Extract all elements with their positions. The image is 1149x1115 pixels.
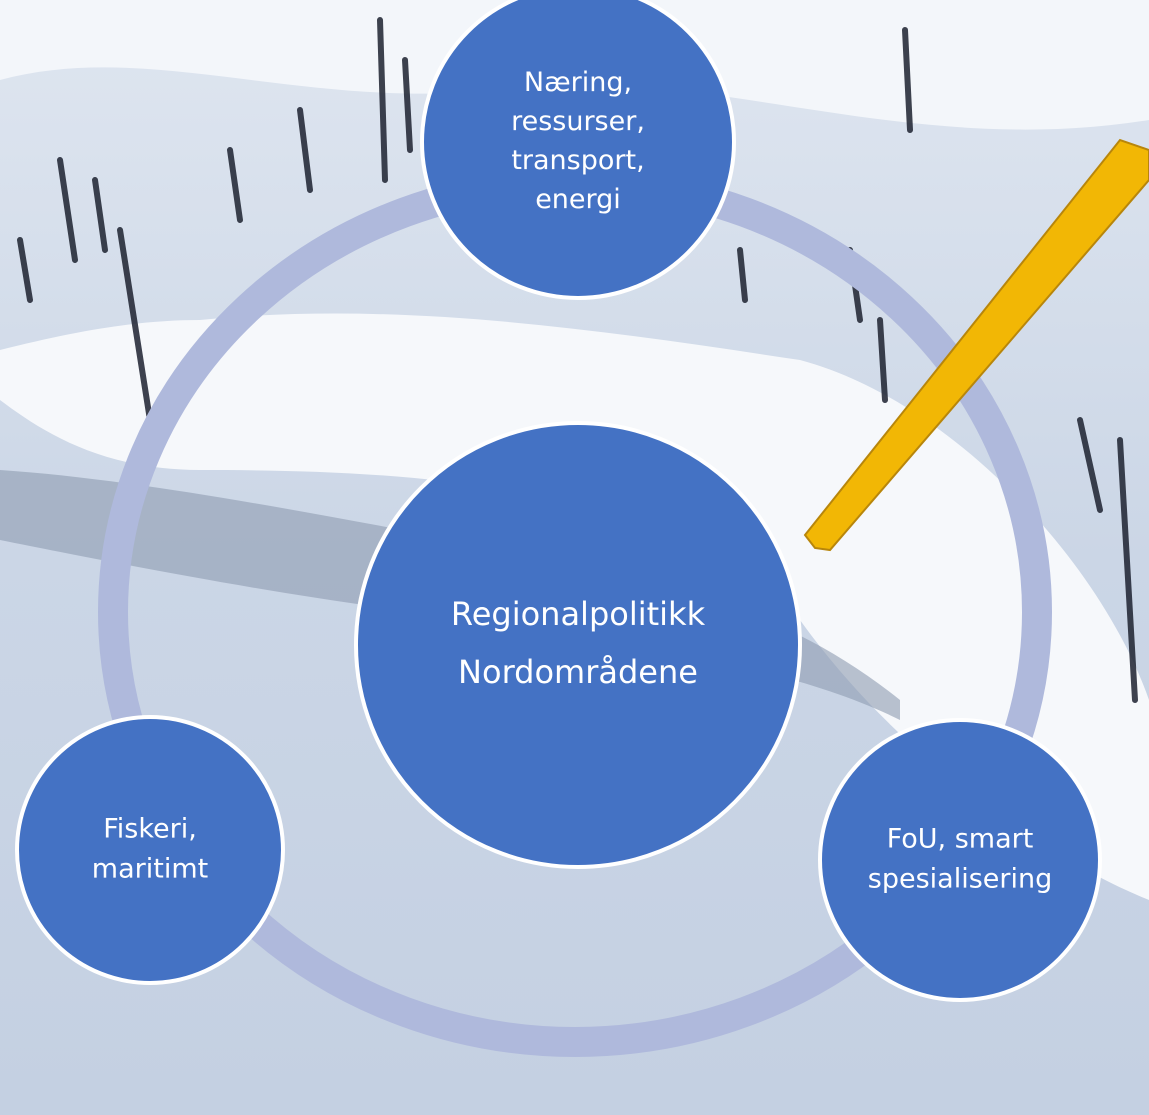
node-label: transport, [511,145,644,176]
top-node: Næring, ressurser, transport, energi [422,0,734,298]
node-label: Fiskeri, [103,814,197,845]
node-label: Næring, [524,67,632,98]
node-label: maritimt [92,854,208,885]
left-node: Fiskeri, maritimt [17,717,283,983]
page: Regionalpolitikk Nordområdene Næring, ressu… [0,0,1149,1115]
node-label: Nordområdene [458,653,698,691]
node-label: ressurser, [511,106,645,137]
node-circle [820,720,1100,1000]
right-node: FoU, smart spesialisering [820,720,1100,1000]
node-circle [17,717,283,983]
node-label: Regionalpolitikk [451,595,706,633]
node-label: energi [535,184,621,215]
node-circle [356,423,800,867]
diagram: Regionalpolitikk Nordområdene Næring, ressu… [0,0,1149,1115]
center-node: Regionalpolitikk Nordområdene [356,423,800,867]
node-label: spesialisering [868,864,1052,895]
node-label: FoU, smart [887,824,1034,855]
